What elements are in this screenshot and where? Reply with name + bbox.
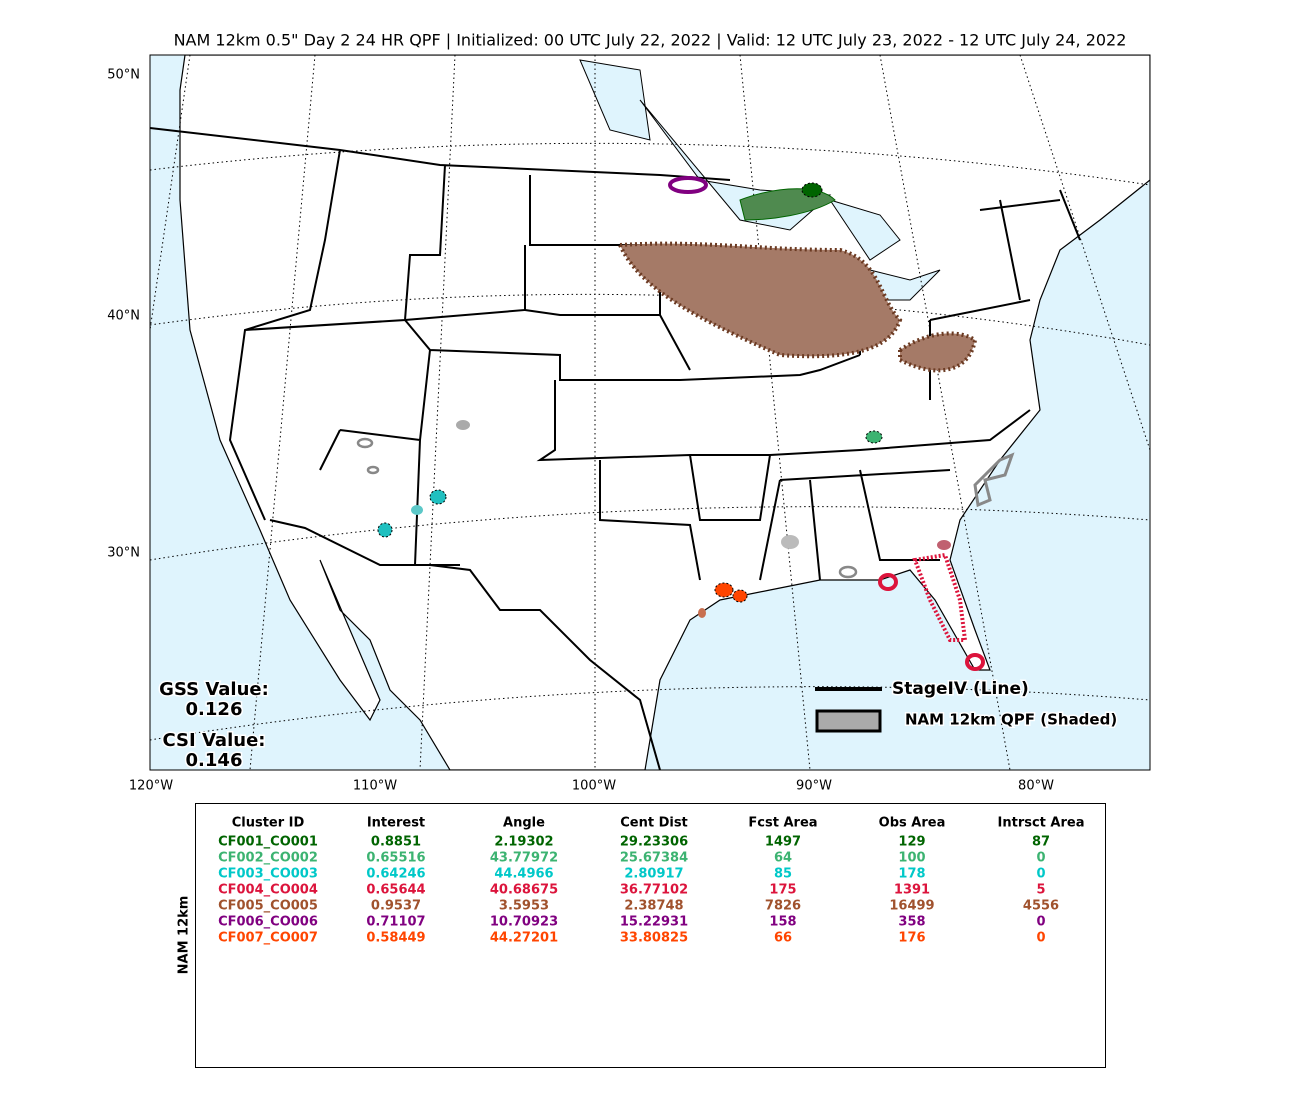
table-cell: 176: [898, 931, 925, 946]
table-cell: 2.19302: [494, 835, 553, 850]
table-cell: 358: [898, 915, 925, 930]
legend-line-label: StageIV (Line): [892, 679, 1029, 699]
table-cell: CF004_CO004: [218, 883, 318, 898]
table-header: Obs Area: [879, 816, 946, 831]
table-header: Cent Dist: [620, 816, 688, 831]
table-cell: 66: [774, 931, 792, 946]
table-cell: CF001_CO001: [218, 835, 318, 850]
table-cell: 0.71107: [366, 915, 425, 930]
gss-value: 0.126: [186, 699, 243, 720]
table-cell: 0.64246: [366, 867, 425, 882]
table-cell: CF006_CO006: [218, 915, 318, 930]
table-cell: 2.80917: [624, 867, 683, 882]
csi-value: 0.146: [186, 750, 243, 771]
table-cell: 3.5953: [499, 899, 549, 914]
lon-label: 120°W: [129, 779, 173, 794]
table: Cluster ID Interest Angle Cent Dist Fcst Are…: [218, 816, 1084, 946]
table-cell: 0.9537: [371, 899, 421, 914]
lon-label: 110°W: [353, 779, 397, 794]
table-cell: CF005_CO005: [218, 899, 318, 914]
table-cell: 25.67384: [620, 851, 688, 866]
table-cell: 178: [898, 867, 925, 882]
table-cell: CF002_CO002: [218, 851, 318, 866]
table-side-label: NAM 12km: [177, 896, 192, 975]
table-cell: 15.22931: [620, 915, 688, 930]
title: NAM 12km 0.5" Day 2 24 HR QPF | Initiali…: [174, 31, 1127, 50]
table-cell: 10.70923: [490, 915, 558, 930]
table-header: Intrsct Area: [998, 816, 1085, 831]
table-cell: 0.58449: [366, 931, 425, 946]
table-cell: 1391: [894, 883, 930, 898]
table-cell: 1497: [765, 835, 801, 850]
table-cell: 0.65644: [366, 883, 425, 898]
gss-label: GSS Value:: [159, 679, 269, 700]
lon-label: 90°W: [796, 779, 832, 794]
table-cell: 29.23306: [620, 835, 688, 850]
table-header: Fcst Area: [748, 816, 817, 831]
table-cell: 4556: [1023, 899, 1059, 914]
table-cell: 0.8851: [371, 835, 421, 850]
table-cell: 85: [774, 867, 792, 882]
table-cell: 40.68675: [490, 883, 558, 898]
table-cell: 36.77102: [620, 883, 688, 898]
csi-label: CSI Value:: [163, 730, 266, 751]
lat-label: 40°N: [107, 309, 140, 324]
table-cell: 0: [1036, 867, 1045, 882]
table-cell: 2.38748: [624, 899, 683, 914]
table-cell: 0: [1036, 915, 1045, 930]
map-frame: [149, 54, 1151, 771]
table-header: Cluster ID: [232, 816, 305, 831]
table-header: Interest: [367, 816, 425, 831]
lon-label: 100°W: [572, 779, 616, 794]
table-cell: 0: [1036, 931, 1045, 946]
table-cell: 7826: [765, 899, 801, 914]
table-cell: 0.65516: [366, 851, 425, 866]
lat-label: 30°N: [107, 546, 140, 561]
table-cell: 87: [1032, 835, 1050, 850]
table-cell: CF007_CO007: [218, 931, 318, 946]
table-cell: 44.4966: [494, 867, 553, 882]
table-cell: 0: [1036, 851, 1045, 866]
table-cell: 175: [769, 883, 796, 898]
table-cell: 43.77972: [490, 851, 558, 866]
table-cell: CF003_CO003: [218, 867, 318, 882]
lat-label: 50°N: [107, 68, 140, 83]
table-cell: 100: [898, 851, 925, 866]
table-frame: [195, 803, 1106, 1068]
table-cell: 129: [898, 835, 925, 850]
map: [150, 55, 1150, 770]
table-cell: 16499: [889, 899, 934, 914]
table-cell: 5: [1036, 883, 1045, 898]
lon-label: 80°W: [1018, 779, 1054, 794]
legend-patch: [815, 709, 882, 733]
table-cell: 158: [769, 915, 796, 930]
table-cell: 33.80825: [620, 931, 688, 946]
table-header: Angle: [503, 816, 545, 831]
legend-shaded-label: NAM 12km QPF (Shaded): [905, 711, 1117, 729]
table-cell: 64: [774, 851, 792, 866]
table-cell: 44.27201: [490, 931, 558, 946]
